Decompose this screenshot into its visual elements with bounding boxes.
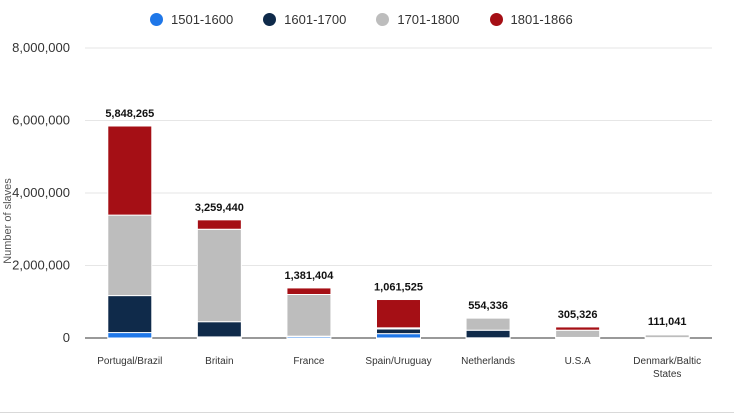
bar-total-label: 305,326 bbox=[558, 309, 598, 321]
bar-segment[interactable] bbox=[286, 287, 332, 295]
legend-marker-1501-1600 bbox=[150, 13, 163, 26]
legend-label-1601-1700: 1601-1700 bbox=[284, 12, 347, 27]
bar-segment[interactable] bbox=[555, 326, 601, 331]
bar-segment[interactable] bbox=[196, 321, 242, 338]
x-tick-label: Britain bbox=[205, 356, 233, 367]
legend-item-1801-1866[interactable]: 1801-1866 bbox=[489, 12, 573, 27]
bar-total-label: 554,336 bbox=[468, 300, 508, 312]
legend-label-1501-1600: 1501-1600 bbox=[171, 12, 234, 27]
legend-item-1701-1800[interactable]: 1701-1800 bbox=[376, 12, 460, 27]
bar-segment[interactable] bbox=[107, 125, 153, 216]
x-tick-label: U.S.A bbox=[565, 356, 591, 367]
bar-total-label: 5,848,265 bbox=[105, 108, 154, 120]
bar-segment[interactable] bbox=[107, 332, 153, 339]
bar-segment[interactable] bbox=[196, 219, 242, 230]
y-tick-label: 8,000,000 bbox=[12, 40, 70, 55]
bar-segment[interactable] bbox=[376, 333, 421, 339]
legend-item-1501-1600[interactable]: 1501-1600 bbox=[150, 12, 233, 27]
y-tick-label: 0 bbox=[63, 330, 70, 345]
y-tick-label: 6,000,000 bbox=[12, 113, 70, 128]
y-tick-label: 4,000,000 bbox=[12, 185, 70, 200]
x-tick-label: France bbox=[293, 356, 325, 367]
bar-segment[interactable] bbox=[465, 317, 511, 331]
chart-legend: 1501-1600 1601-1700 1701-1800 1801-1866 bbox=[150, 12, 603, 27]
bar-total-label: 1,061,525 bbox=[374, 282, 423, 294]
bar-segment[interactable] bbox=[107, 214, 153, 297]
bar-segment[interactable] bbox=[107, 295, 153, 334]
legend-marker-1601-1700 bbox=[263, 13, 277, 26]
x-tick-label: Denmark/Baltic bbox=[633, 356, 701, 367]
legend-item-1601-1700[interactable]: 1601-1700 bbox=[263, 12, 346, 27]
y-tick-label: 2,000,000 bbox=[12, 258, 70, 273]
footer-divider bbox=[0, 412, 734, 413]
bar-segment[interactable] bbox=[286, 294, 332, 337]
bar-total-label: 3,259,440 bbox=[195, 202, 244, 214]
bar-total-label: 111,041 bbox=[648, 316, 687, 328]
bar-total-label: 1,381,404 bbox=[284, 270, 334, 282]
x-tick-label: Portugal/Brazil bbox=[97, 356, 162, 367]
legend-label-1801-1866: 1801-1866 bbox=[510, 12, 573, 27]
legend-marker-1801-1866 bbox=[489, 13, 503, 26]
bar-segment[interactable] bbox=[644, 333, 690, 336]
legend-label-1701-1800: 1701-1800 bbox=[397, 12, 460, 27]
x-tick-label: States bbox=[653, 369, 681, 380]
bar-segment[interactable] bbox=[376, 299, 421, 329]
bar-segment[interactable] bbox=[465, 329, 511, 339]
bar-segment[interactable] bbox=[196, 228, 242, 323]
bar-segment[interactable] bbox=[376, 328, 421, 335]
legend-marker-1701-1800 bbox=[376, 13, 390, 26]
bar-segment[interactable] bbox=[555, 329, 601, 338]
x-tick-label: Netherlands bbox=[461, 356, 515, 367]
x-tick-label: Spain/Uruguay bbox=[365, 356, 431, 367]
